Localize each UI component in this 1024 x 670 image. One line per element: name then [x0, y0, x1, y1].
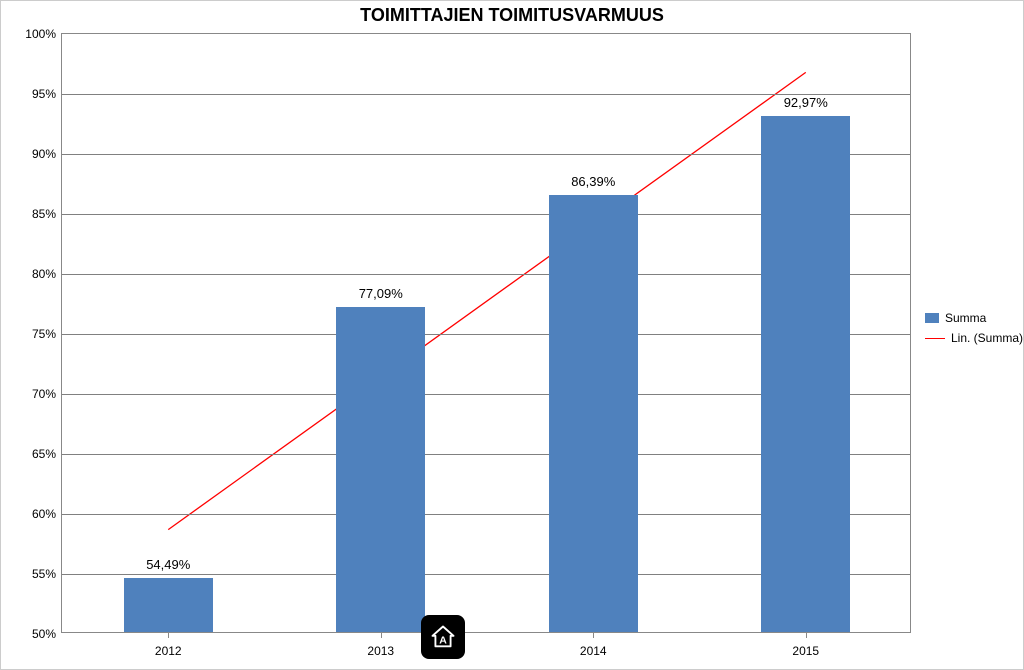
bar-value-label: 54,49% — [146, 557, 190, 572]
legend-swatch — [925, 313, 939, 323]
watermark-badge: A — [421, 615, 465, 659]
bar — [761, 116, 850, 632]
legend-label: Lin. (Summa) — [951, 331, 1023, 345]
y-tick-label: 50% — [32, 627, 56, 641]
x-tick-label: 2014 — [580, 644, 607, 658]
legend-item: Lin. (Summa) — [925, 331, 1023, 345]
bar — [549, 195, 638, 632]
y-tick-label: 100% — [25, 27, 56, 41]
chart-container: TOIMITTAJIEN TOIMITUSVARMUUS 50%55%60%65… — [1, 1, 1023, 669]
x-tick-label: 2015 — [792, 644, 819, 658]
y-tick-label: 95% — [32, 87, 56, 101]
y-tick-label: 55% — [32, 567, 56, 581]
x-tick-mark — [168, 632, 169, 638]
legend-line — [925, 338, 945, 339]
y-tick-label: 80% — [32, 267, 56, 281]
legend-item: Summa — [925, 311, 1023, 325]
bar — [124, 578, 213, 632]
x-tick-mark — [593, 632, 594, 638]
y-tick-label: 70% — [32, 387, 56, 401]
y-tick-label: 60% — [32, 507, 56, 521]
y-tick-label: 75% — [32, 327, 56, 341]
legend-label: Summa — [945, 311, 986, 325]
house-a-icon: A — [429, 623, 457, 651]
bar — [336, 307, 425, 632]
x-tick-mark — [381, 632, 382, 638]
legend: Summa Lin. (Summa) — [925, 311, 1023, 351]
plot-area: 50%55%60%65%70%75%80%85%90%95%100%54,49%… — [61, 33, 911, 633]
x-tick-label: 2013 — [367, 644, 394, 658]
x-tick-label: 2012 — [155, 644, 182, 658]
chart-title: TOIMITTAJIEN TOIMITUSVARMUUS — [1, 5, 1023, 26]
y-tick-label: 85% — [32, 207, 56, 221]
bar-value-label: 77,09% — [359, 286, 403, 301]
bar-value-label: 86,39% — [571, 174, 615, 189]
svg-text:A: A — [439, 634, 447, 646]
bar-value-label: 92,97% — [784, 95, 828, 110]
y-tick-label: 90% — [32, 147, 56, 161]
y-tick-label: 65% — [32, 447, 56, 461]
x-tick-mark — [806, 632, 807, 638]
